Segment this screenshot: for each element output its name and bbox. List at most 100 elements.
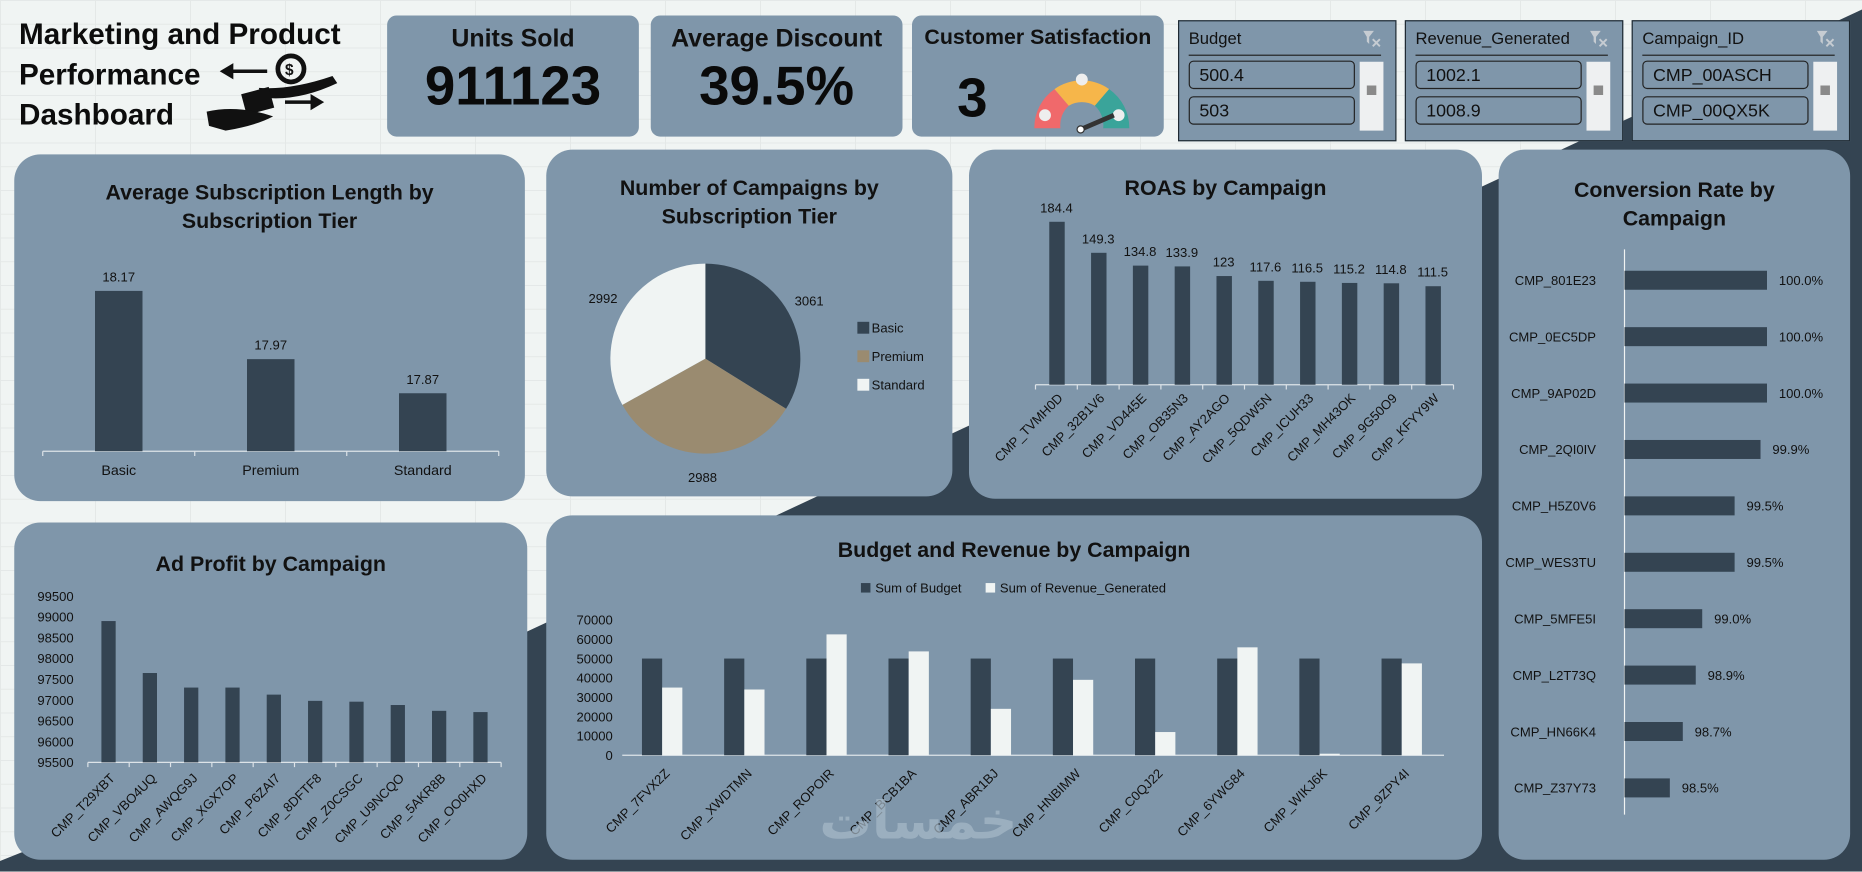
chart-title-line: Subscription Tier	[181, 209, 358, 233]
legend-swatch	[857, 378, 870, 391]
legend-swatch	[857, 350, 870, 363]
x-tick-label: Standard	[394, 463, 452, 479]
y-tick-label: 99000	[37, 610, 73, 625]
data-label: 2992	[588, 291, 617, 306]
data-label: 100.0%	[1779, 329, 1824, 344]
y-tick-label: 96000	[37, 734, 73, 749]
y-tick-label: 40000	[576, 671, 612, 686]
chart-title-line: Average Subscription Length by	[105, 180, 434, 205]
data-label: 99.5%	[1746, 555, 1783, 570]
x-tick-label: CMP_C0QJ22	[1096, 766, 1166, 836]
chart-title: ROAS by Campaign	[1124, 175, 1327, 200]
bar	[1624, 552, 1735, 572]
y-tick-label: 95500	[37, 755, 73, 770]
y-tick-label: CMP_0EC5DP	[1509, 329, 1596, 344]
slicer-item[interactable]: CMP_00ASCH	[1642, 60, 1809, 90]
y-tick-label: 99500	[37, 589, 73, 604]
slicer-scrollbar[interactable]	[1586, 61, 1611, 131]
y-tick-label: CMP_5MFE5I	[1514, 611, 1596, 626]
pie-slice	[705, 263, 801, 409]
legend-swatch	[857, 321, 870, 334]
bar	[1341, 282, 1358, 385]
slicer-scrollbar[interactable]	[1813, 61, 1838, 131]
bar	[225, 687, 240, 763]
data-label: 115.2	[1333, 261, 1365, 276]
y-tick-label: CMP_801E23	[1515, 273, 1596, 288]
data-label: 133.9	[1165, 245, 1198, 260]
y-tick-label: CMP_L2T73Q	[1513, 668, 1596, 683]
data-label: 111.5	[1417, 265, 1448, 280]
data-label: 134.8	[1124, 244, 1157, 259]
y-tick-label: 20000	[576, 709, 612, 724]
data-label: 98.5%	[1682, 781, 1719, 796]
chart-title-line: Number of Campaigns by	[619, 175, 879, 200]
bar	[1237, 647, 1258, 756]
bar	[1381, 658, 1402, 756]
kpi-label: Customer Satisfaction	[924, 24, 1152, 49]
bar	[1624, 327, 1767, 347]
kpi-value: 911123	[424, 54, 602, 117]
chart-campaigns-by-tier: 3061 2988 2992 Basic Premium Standard	[588, 263, 925, 485]
bar	[806, 658, 827, 756]
chart-title: Budget and Revenue by Campaign	[837, 537, 1191, 562]
panel-conversion-rate: Conversion Rate by Campaign CMP_801E23 10…	[1498, 149, 1851, 860]
clear-filter-icon[interactable]	[1589, 29, 1608, 48]
x-tick-label: CMP_6YWG84	[1174, 766, 1248, 840]
bar	[990, 708, 1012, 756]
divider	[1188, 54, 1382, 56]
y-tick-label: CMP_2QI0IV	[1519, 442, 1596, 457]
bar	[1624, 778, 1670, 798]
y-tick-label: CMP_Z37Y73	[1514, 781, 1596, 796]
bar	[744, 689, 765, 756]
slicer-campaign-id[interactable]: Campaign_ID CMP_00ASCH CMP_00QX5K	[1631, 20, 1851, 142]
divider	[1415, 54, 1608, 56]
chart-roas-by-campaign: 184.4CMP_TVMH0D149.3CMP_32B1V6134.8CMP_V…	[991, 200, 1455, 466]
kpi-value: 3	[957, 66, 988, 129]
data-label: 123	[1213, 255, 1235, 270]
kpi-customer-satisfaction: Customer Satisfaction 3	[912, 15, 1164, 137]
slicer-budget[interactable]: Budget 500.4 503	[1178, 20, 1397, 142]
data-label: 117.6	[1250, 259, 1282, 274]
bar	[1624, 496, 1735, 516]
bar	[432, 710, 447, 763]
legend-label: Sum of Budget	[875, 581, 962, 596]
satisfaction-gauge-icon	[1034, 73, 1130, 134]
bar	[724, 658, 745, 756]
chart-title: Conversion Rate by Campaign	[1499, 176, 1851, 233]
slicer-revenue-generated[interactable]: Revenue_Generated 1002.1 1008.9	[1404, 20, 1624, 142]
y-tick-label: 10000	[576, 729, 612, 744]
x-tick-label: CMP_9ZPY4I	[1345, 766, 1412, 833]
clear-filter-icon[interactable]	[1816, 29, 1835, 48]
data-label: 99.5%	[1746, 499, 1783, 514]
chart-title: Number of Campaigns by Subscription Tier	[546, 173, 952, 230]
pie-slice	[610, 263, 706, 405]
legend-label: Basic	[872, 321, 904, 336]
bar	[1155, 732, 1176, 756]
y-tick-label: CMP_9AP02D	[1511, 386, 1596, 401]
hands-money-exchange-icon: $	[206, 53, 338, 131]
slicer-scrollbar[interactable]	[1359, 61, 1384, 131]
bar	[1174, 266, 1191, 385]
bar	[390, 705, 405, 763]
data-label: 17.87	[406, 372, 439, 387]
data-label: 2988	[688, 470, 717, 485]
bar	[1425, 286, 1441, 385]
slicer-item[interactable]: 500.4	[1188, 60, 1355, 90]
slicer-item[interactable]: 503	[1188, 96, 1355, 125]
chart-title: Ad Profit by Campaign	[155, 552, 386, 576]
bar	[662, 687, 683, 756]
slicer-item[interactable]: 1002.1	[1415, 60, 1582, 90]
legend-label: Premium	[872, 349, 924, 364]
bar	[266, 694, 281, 763]
y-tick-label: CMP_HN66K4	[1510, 724, 1596, 739]
data-label: 100.0%	[1779, 386, 1824, 401]
slicer-item[interactable]: 1008.9	[1415, 96, 1582, 125]
slicer-item[interactable]: CMP_00QX5K	[1642, 96, 1809, 125]
data-label: 149.3	[1082, 231, 1115, 246]
y-tick-label: 30000	[576, 690, 612, 705]
bar	[1624, 439, 1761, 459]
bar	[1401, 663, 1422, 756]
clear-filter-icon[interactable]	[1362, 29, 1381, 48]
bar	[1216, 276, 1232, 385]
